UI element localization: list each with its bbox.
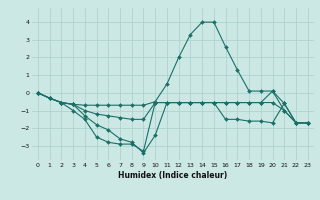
X-axis label: Humidex (Indice chaleur): Humidex (Indice chaleur) bbox=[118, 171, 228, 180]
